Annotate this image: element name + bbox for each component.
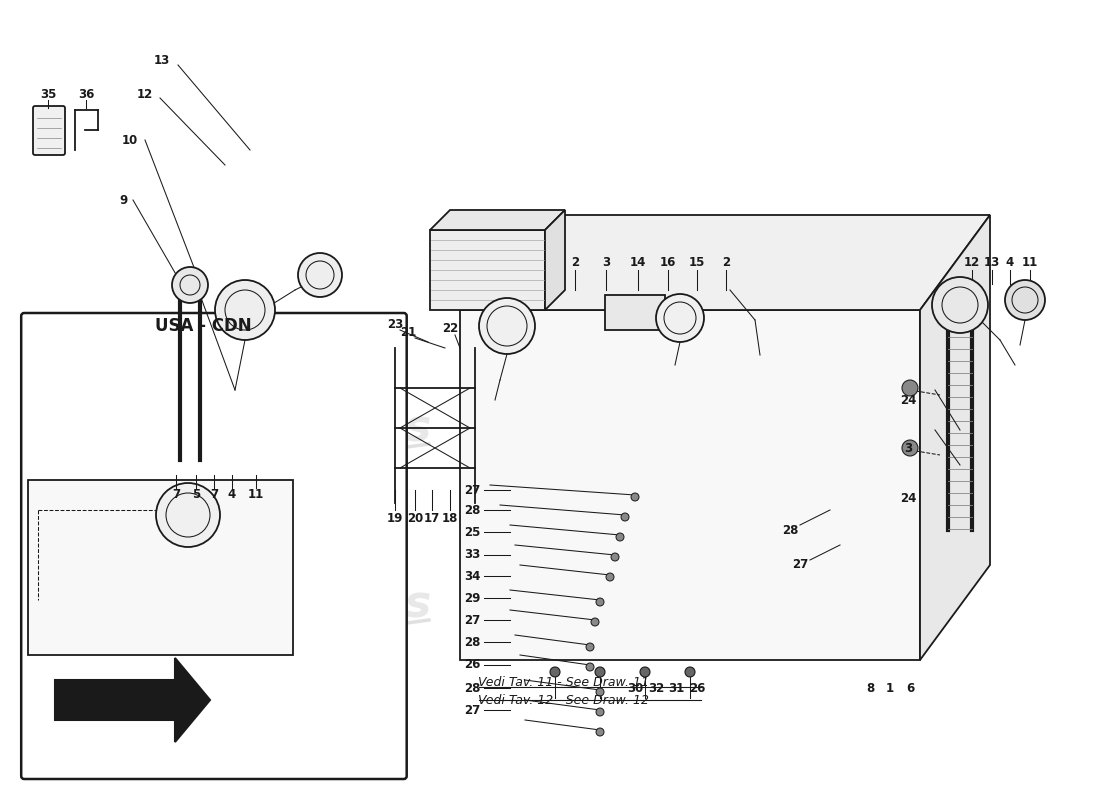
Polygon shape (430, 230, 544, 310)
Text: 31: 31 (668, 682, 684, 694)
Circle shape (596, 728, 604, 736)
Text: 3: 3 (602, 255, 610, 269)
Text: 28: 28 (782, 523, 799, 537)
Text: 27: 27 (464, 483, 480, 497)
Text: 8: 8 (866, 682, 874, 694)
Text: 27: 27 (792, 558, 808, 571)
Text: 35: 35 (40, 89, 56, 102)
Text: 36: 36 (78, 89, 95, 102)
Text: 19: 19 (387, 511, 404, 525)
Text: 15: 15 (689, 255, 705, 269)
Text: 9: 9 (119, 194, 128, 206)
Circle shape (591, 618, 600, 626)
Text: 2: 2 (722, 255, 730, 269)
Text: 4: 4 (228, 489, 236, 502)
Circle shape (550, 667, 560, 677)
Text: 13: 13 (983, 255, 1000, 269)
Circle shape (656, 294, 704, 342)
Text: 33: 33 (464, 549, 480, 562)
Text: 13: 13 (154, 54, 170, 66)
Text: 11: 11 (248, 489, 264, 502)
Text: 26: 26 (689, 682, 705, 694)
Text: 17: 17 (424, 511, 440, 525)
Text: 7: 7 (172, 489, 180, 502)
Text: 27: 27 (464, 703, 480, 717)
Text: 2: 2 (571, 255, 579, 269)
Polygon shape (430, 210, 565, 230)
Circle shape (1005, 280, 1045, 320)
Text: Vedi Tav. 11 - See Draw. 11
Vedi Tav. 12 - See Draw. 12: Vedi Tav. 11 - See Draw. 11 Vedi Tav. 12… (478, 676, 649, 707)
Circle shape (596, 708, 604, 716)
Text: 5: 5 (191, 489, 200, 502)
Circle shape (606, 573, 614, 581)
Text: 26: 26 (464, 658, 481, 671)
Circle shape (478, 298, 535, 354)
Circle shape (685, 667, 695, 677)
Circle shape (596, 688, 604, 696)
Text: 27: 27 (464, 614, 480, 626)
Text: 12: 12 (136, 89, 153, 102)
Text: 34: 34 (464, 570, 481, 582)
Text: 32: 32 (648, 682, 664, 694)
Polygon shape (460, 310, 920, 660)
Polygon shape (28, 480, 293, 655)
FancyBboxPatch shape (21, 313, 407, 779)
Bar (605, 295, 665, 330)
Text: 24: 24 (900, 394, 916, 406)
Text: 14: 14 (630, 255, 646, 269)
Text: 24: 24 (900, 491, 916, 505)
Circle shape (156, 483, 220, 547)
Text: USA - CDN: USA - CDN (155, 318, 252, 335)
Text: eurospares: eurospares (151, 406, 432, 450)
Text: 6: 6 (906, 682, 914, 694)
Polygon shape (55, 658, 210, 742)
Circle shape (172, 267, 208, 303)
Text: 25: 25 (464, 526, 481, 538)
Circle shape (616, 533, 624, 541)
Text: 28: 28 (464, 635, 481, 649)
Circle shape (902, 440, 918, 456)
Text: 30: 30 (627, 682, 644, 694)
Text: 22: 22 (442, 322, 458, 335)
Circle shape (586, 663, 594, 671)
Text: 23: 23 (387, 318, 403, 331)
Circle shape (621, 513, 629, 521)
Polygon shape (544, 210, 565, 310)
Circle shape (586, 643, 594, 651)
Circle shape (932, 277, 988, 333)
Text: eurospares: eurospares (662, 406, 944, 450)
Text: 4: 4 (1005, 255, 1014, 269)
Circle shape (595, 667, 605, 677)
Text: 3: 3 (904, 442, 912, 454)
FancyBboxPatch shape (33, 106, 65, 155)
Text: 28: 28 (464, 503, 481, 517)
Text: 16: 16 (660, 255, 676, 269)
Circle shape (902, 380, 918, 396)
Text: 7: 7 (210, 489, 218, 502)
Text: eurospares: eurospares (151, 582, 432, 626)
Text: 28: 28 (464, 682, 481, 694)
Circle shape (596, 598, 604, 606)
Circle shape (214, 280, 275, 340)
Text: 1: 1 (886, 682, 894, 694)
Text: 21: 21 (400, 326, 416, 338)
Circle shape (640, 667, 650, 677)
Polygon shape (920, 215, 990, 660)
Text: 29: 29 (464, 591, 481, 605)
Polygon shape (460, 215, 990, 310)
Text: 10: 10 (122, 134, 139, 146)
Circle shape (610, 553, 619, 561)
Text: 11: 11 (1022, 255, 1038, 269)
Text: 12: 12 (964, 255, 980, 269)
Text: 20: 20 (407, 511, 424, 525)
Circle shape (298, 253, 342, 297)
Text: 18: 18 (442, 511, 459, 525)
Circle shape (631, 493, 639, 501)
